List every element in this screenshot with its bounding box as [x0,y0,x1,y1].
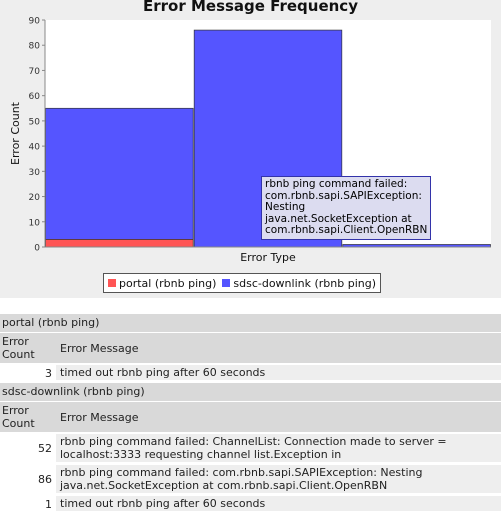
legend-swatch-portal [108,279,116,287]
header-error-message: Error Message [56,333,501,363]
table-row: 3 timed out rbnb ping after 60 seconds [0,365,501,380]
x-axis-label: Error Type [240,251,296,264]
section-title: sdsc-downlink (rbnb ping) [0,383,501,401]
error-message-cell: rbnb ping command failed: com.rbnb.sapi.… [56,465,501,493]
chart-legend: portal (rbnb ping) sdsc-downlink (rbnb p… [103,273,381,293]
error-message-cell: timed out rbnb ping after 60 seconds [56,365,501,380]
table-sdsc: sdsc-downlink (rbnb ping) Error Count Er… [0,383,501,511]
table-portal: portal (rbnb ping) Error Count Error Mes… [0,314,501,380]
legend-swatch-sdsc [222,279,230,287]
y-tick-label: 60 [29,92,41,102]
y-tick-label: 80 [29,42,41,52]
y-axis-label: Error Count [9,101,22,165]
table-row: 52 rbnb ping command failed: ChannelList… [0,434,501,462]
y-tick-label: 90 [29,17,41,27]
y-tick-label: 10 [29,218,41,228]
error-count-cell: 86 [0,465,54,493]
legend-item-portal: portal (rbnb ping) [108,277,216,290]
y-tick-label: 30 [29,168,41,178]
error-message-cell: rbnb ping command failed: ChannelList: C… [56,434,501,462]
legend-item-sdsc: sdsc-downlink (rbnb ping) [222,277,376,290]
y-tick-label: 50 [29,117,41,127]
chart-tooltip: rbnb ping command failed: com.rbnb.sapi.… [261,176,431,240]
header-error-count: Error Count [0,333,56,363]
y-tick-label: 70 [29,67,41,77]
chart-area: 0 10 20 30 40 50 60 70 80 90 Error Count Error Type… [0,0,501,298]
error-count-cell: 52 [0,434,54,462]
section-title: portal (rbnb ping) [0,314,501,332]
table-header: Error Count Error Message [0,402,501,432]
legend-label-sdsc: sdsc-downlink (rbnb ping) [233,277,376,290]
error-count-cell: 1 [0,496,54,511]
legend-label-portal: portal (rbnb ping) [119,277,216,290]
y-tick-label: 40 [29,143,41,153]
bar-sdsc-0 [46,108,194,239]
header-error-count: Error Count [0,402,56,432]
error-tables: portal (rbnb ping) Error Count Error Mes… [0,314,501,514]
bar-portal-0 [46,239,194,247]
header-error-message: Error Message [56,402,501,432]
y-tick-label: 20 [29,193,41,203]
error-count-cell: 3 [0,365,54,380]
table-header: Error Count Error Message [0,333,501,363]
y-tick-label: 0 [34,244,40,254]
chart-title: Error Message Frequency [0,0,501,15]
table-row: 1 timed out rbnb ping after 60 seconds [0,496,501,511]
table-row: 86 rbnb ping command failed: com.rbnb.sa… [0,465,501,493]
error-message-cell: timed out rbnb ping after 60 seconds [56,496,501,511]
